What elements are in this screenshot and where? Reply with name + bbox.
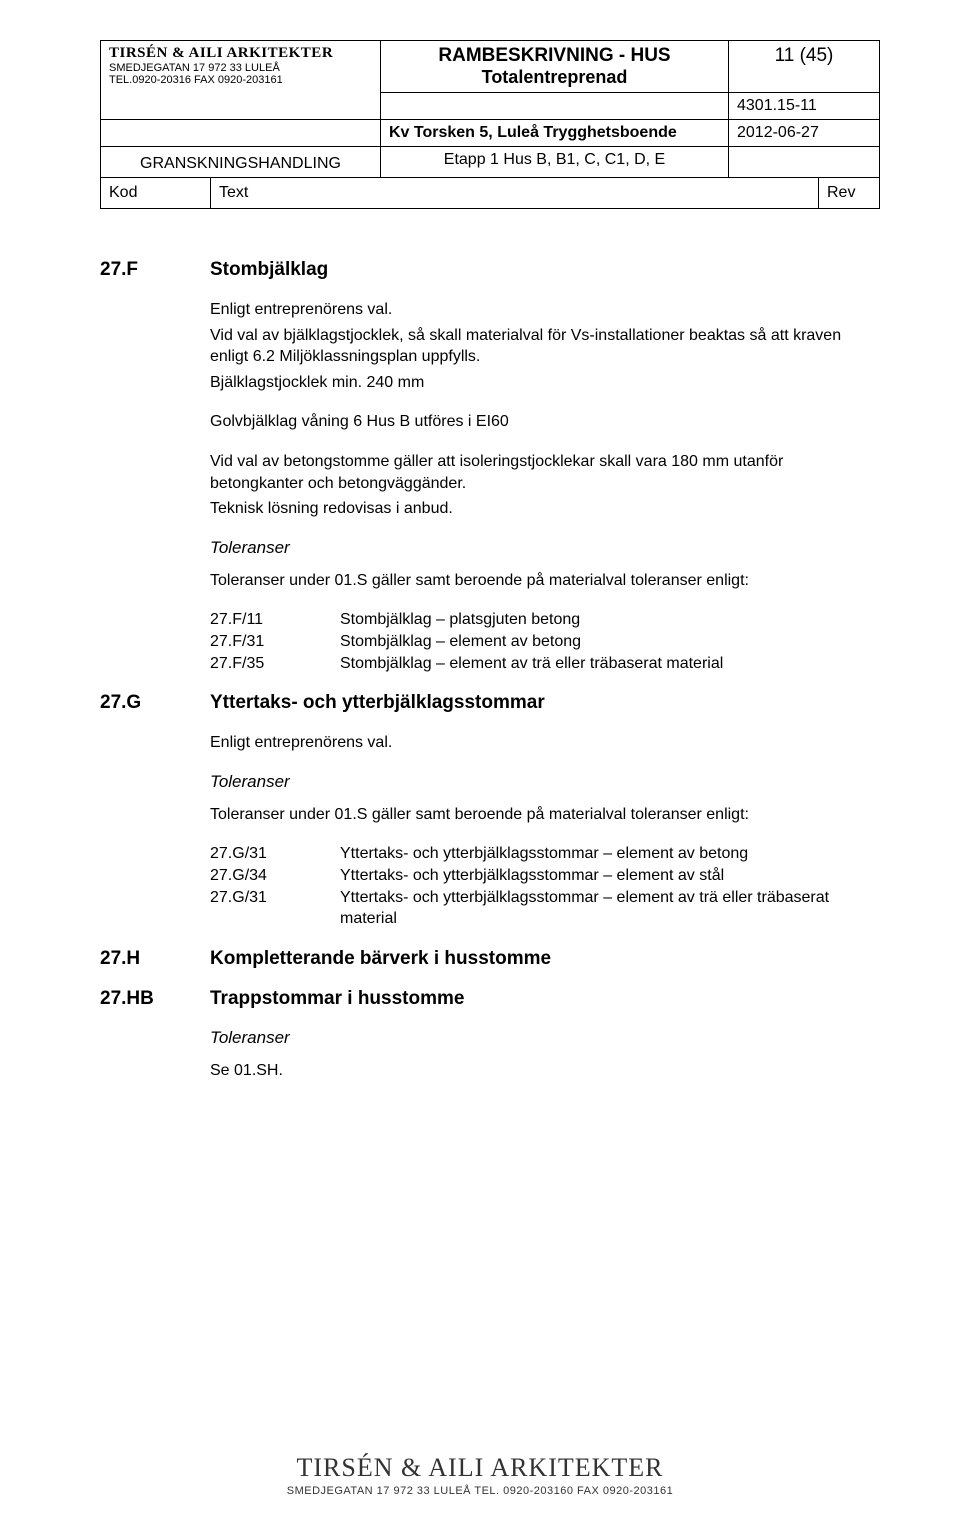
ref-desc: Stombjälklag – platsgjuten betong bbox=[340, 609, 880, 631]
ref-row: 27.F/35Stombjälklag – element av trä ell… bbox=[210, 653, 880, 675]
company-addr2: TEL.0920-20316 FAX 0920-203161 bbox=[109, 74, 372, 86]
refs-27g: 27.G/31Yttertaks- och ytterbjälklagsstom… bbox=[210, 843, 880, 929]
tol-head-27f: Toleranser bbox=[210, 538, 880, 558]
text-label: Text bbox=[211, 178, 819, 208]
footer-line1: TIRSÉN & AILI ARKITEKTER bbox=[0, 1453, 960, 1483]
ref-code: 27.G/34 bbox=[210, 865, 340, 887]
company-cell: TIRSÉN & AILI ARKITEKTER SMEDJEGATAN 17 … bbox=[101, 41, 381, 93]
content-area: 27.F Stombjälklag Enligt entreprenörens … bbox=[100, 209, 880, 1081]
body-27g-1: Enligt entreprenörens val. bbox=[210, 732, 880, 754]
kod-row: Kod Text Rev bbox=[100, 178, 880, 209]
section-title-27g: Yttertaks- och ytterbjälklagsstommar bbox=[210, 692, 545, 714]
page-count-cell: 11 (45) bbox=[729, 41, 879, 93]
section-27f-head: 27.F Stombjälklag bbox=[100, 259, 880, 281]
company-addr1: SMEDJEGATAN 17 972 33 LULEÅ bbox=[109, 62, 372, 74]
header-table: TIRSÉN & AILI ARKITEKTER SMEDJEGATAN 17 … bbox=[100, 40, 880, 178]
p-27f-1: Enligt entreprenörens val. bbox=[210, 299, 880, 321]
p-27f-2: Vid val av bjälklagstjocklek, så skall m… bbox=[210, 325, 880, 368]
section-code-27g: 27.G bbox=[100, 692, 210, 714]
tol-p-27g: Toleranser under 01.S gäller samt beroen… bbox=[210, 804, 880, 826]
doc-subtitle: Totalentreprenad bbox=[389, 67, 720, 88]
p-27f-4: Golvbjälklag våning 6 Hus B utföres i EI… bbox=[210, 411, 880, 433]
p-27f-5: Vid val av betongstomme gäller att isole… bbox=[210, 451, 880, 494]
footer-logo: TIRSÉN & AILI ARKITEKTER SMEDJEGATAN 17 … bbox=[0, 1453, 960, 1497]
p-27g-1: Enligt entreprenörens val. bbox=[210, 732, 880, 754]
body-27f-3: Vid val av betongstomme gäller att isole… bbox=[210, 451, 880, 520]
ref-row: 27.G/34Yttertaks- och ytterbjälklagsstom… bbox=[210, 865, 880, 887]
body-27f-1: Enligt entreprenörens val. Vid val av bj… bbox=[210, 299, 880, 393]
doc-title: RAMBESKRIVNING - HUS bbox=[389, 45, 720, 67]
p-27f-6: Teknisk lösning redovisas i anbud. bbox=[210, 498, 880, 520]
section-title-27h: Kompletterande bärverk i husstomme bbox=[210, 948, 551, 970]
section-title-27hb: Trappstommar i husstomme bbox=[210, 988, 464, 1010]
section-code-27hb: 27.HB bbox=[100, 988, 210, 1010]
doc-number: 4301.15-11 bbox=[729, 93, 879, 120]
section-27g-head: 27.G Yttertaks- och ytterbjälklagsstomma… bbox=[100, 692, 880, 714]
p-27hb-1: Se 01.SH. bbox=[210, 1060, 880, 1082]
section-code-27f: 27.F bbox=[100, 259, 210, 281]
ref-code: 27.G/31 bbox=[210, 887, 340, 930]
ref-code: 27.F/31 bbox=[210, 631, 340, 653]
ref-code: 27.F/11 bbox=[210, 609, 340, 631]
body-27hb: Se 01.SH. bbox=[210, 1060, 880, 1082]
tol-p-27f-text: Toleranser under 01.S gäller samt beroen… bbox=[210, 570, 880, 592]
ref-desc: Stombjälklag – element av betong bbox=[340, 631, 880, 653]
tol-p-27f: Toleranser under 01.S gäller samt beroen… bbox=[210, 570, 880, 592]
tol-head-27g: Toleranser bbox=[210, 772, 880, 792]
project-cell: Kv Torsken 5, Luleå Trygghetsboende bbox=[381, 120, 729, 147]
empty-cell-3 bbox=[729, 147, 879, 177]
footer-line2: SMEDJEGATAN 17 972 33 LULEÅ TEL. 0920-20… bbox=[0, 1485, 960, 1497]
section-27h-head: 27.H Kompletterande bärverk i husstomme bbox=[100, 948, 880, 970]
p-27f-3: Bjälklagstjocklek min. 240 mm bbox=[210, 372, 880, 394]
ref-code: 27.F/35 bbox=[210, 653, 340, 675]
ref-row: 27.G/31Yttertaks- och ytterbjälklagsstom… bbox=[210, 887, 880, 930]
granskning-cell: GRANSKNINGSHANDLING bbox=[101, 147, 381, 177]
section-27hb-head: 27.HB Trappstommar i husstomme bbox=[100, 988, 880, 1010]
ref-row: 27.F/11Stombjälklag – platsgjuten betong bbox=[210, 609, 880, 631]
section-title-27f: Stombjälklag bbox=[210, 259, 328, 281]
empty-cell-1 bbox=[101, 93, 381, 120]
company-name: TIRSÉN & AILI ARKITEKTER bbox=[109, 45, 372, 62]
empty-mid bbox=[381, 93, 729, 120]
rev-label: Rev bbox=[819, 178, 879, 208]
ref-row: 27.G/31Yttertaks- och ytterbjälklagsstom… bbox=[210, 843, 880, 865]
ref-row: 27.F/31Stombjälklag – element av betong bbox=[210, 631, 880, 653]
ref-desc: Yttertaks- och ytterbjälklagsstommar – e… bbox=[340, 843, 880, 865]
kod-label: Kod bbox=[101, 178, 211, 208]
doc-title-cell: RAMBESKRIVNING - HUS Totalentreprenad bbox=[381, 41, 729, 93]
date-cell: 2012-06-27 bbox=[729, 120, 879, 147]
tol-p-27g-text: Toleranser under 01.S gäller samt beroen… bbox=[210, 804, 880, 826]
refs-27f: 27.F/11Stombjälklag – platsgjuten betong… bbox=[210, 609, 880, 674]
page-count: 11 (45) bbox=[737, 45, 871, 67]
ref-desc: Yttertaks- och ytterbjälklagsstommar – e… bbox=[340, 887, 880, 930]
section-code-27h: 27.H bbox=[100, 948, 210, 970]
ref-code: 27.G/31 bbox=[210, 843, 340, 865]
body-27f-2: Golvbjälklag våning 6 Hus B utföres i EI… bbox=[210, 411, 880, 433]
ref-desc: Stombjälklag – element av trä eller träb… bbox=[340, 653, 880, 675]
etapp-cell: Etapp 1 Hus B, B1, C, C1, D, E bbox=[381, 147, 729, 177]
tol-head-27hb: Toleranser bbox=[210, 1028, 880, 1048]
ref-desc: Yttertaks- och ytterbjälklagsstommar – e… bbox=[340, 865, 880, 887]
empty-cell-2 bbox=[101, 120, 381, 147]
